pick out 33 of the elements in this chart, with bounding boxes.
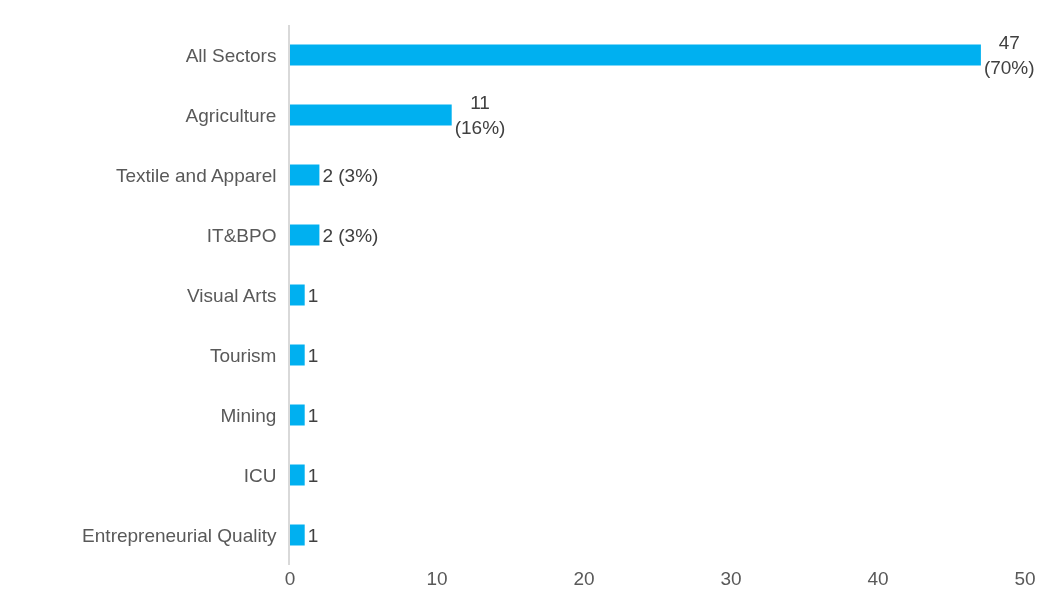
y-tick-label: Tourism bbox=[209, 344, 277, 366]
bar bbox=[290, 404, 305, 426]
bar bbox=[290, 284, 305, 306]
bar bbox=[290, 344, 305, 366]
data-label: 1 bbox=[307, 344, 319, 366]
bar bbox=[290, 464, 305, 486]
bar bbox=[290, 224, 320, 246]
x-tick-label: 20 bbox=[573, 568, 595, 589]
y-tick-label: ICU bbox=[243, 464, 277, 486]
data-label: 11 (16%) bbox=[454, 92, 506, 138]
y-tick-label: Mining bbox=[220, 404, 277, 426]
y-tick-label: Textile and Apparel bbox=[115, 164, 277, 186]
data-label: 2 (3%) bbox=[322, 224, 379, 246]
data-label: 1 bbox=[307, 284, 319, 306]
x-tick-label: 0 bbox=[284, 568, 296, 589]
y-tick-label: Entrepreneurial Quality bbox=[82, 524, 277, 546]
data-label: 47 (70%) bbox=[983, 32, 1035, 78]
x-tick-label: 30 bbox=[720, 568, 742, 589]
x-tick-label: 50 bbox=[1014, 568, 1036, 589]
bar bbox=[290, 44, 981, 66]
data-label: 1 bbox=[307, 524, 319, 546]
y-tick-label: IT&BPO bbox=[206, 224, 277, 246]
x-tick-label: 40 bbox=[867, 568, 889, 589]
data-label: 1 bbox=[307, 464, 319, 486]
bar bbox=[290, 524, 305, 546]
y-tick-label: All Sectors bbox=[185, 44, 277, 66]
bar bbox=[290, 164, 320, 186]
x-tick-label: 10 bbox=[426, 568, 448, 589]
y-tick-label: Visual Arts bbox=[187, 284, 277, 306]
data-label: 2 (3%) bbox=[322, 164, 379, 186]
y-tick-label: Agriculture bbox=[185, 104, 277, 126]
bar bbox=[290, 104, 452, 126]
data-label: 1 bbox=[307, 404, 319, 426]
